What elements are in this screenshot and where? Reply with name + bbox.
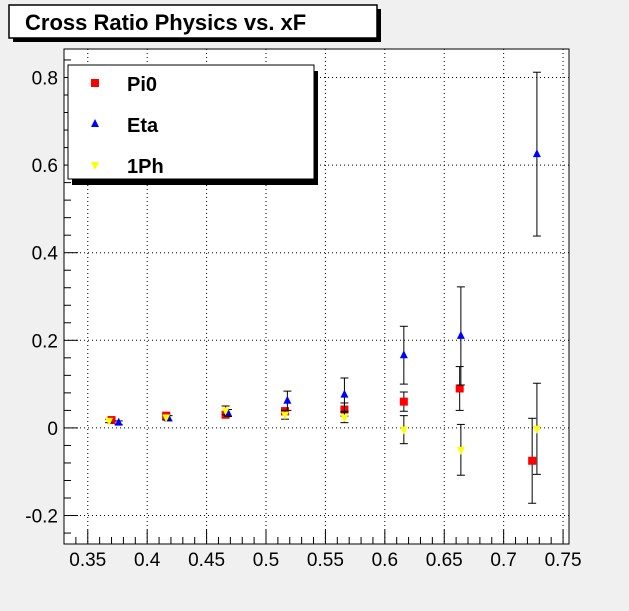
legend-label-1ph: 1Ph — [127, 156, 164, 178]
series-eta — [114, 71, 541, 426]
x-tick-label: 0.7 — [490, 550, 516, 571]
legend-label-eta: Eta — [127, 115, 159, 137]
data-point — [340, 414, 349, 423]
x-tick-label: 0.75 — [545, 550, 582, 571]
y-tick-label: 0.2 — [32, 331, 58, 352]
grid-layer — [64, 49, 569, 544]
data-point — [532, 149, 541, 158]
x-tick-label: 0.4 — [134, 550, 161, 571]
y-tick-label: 0.6 — [32, 156, 58, 177]
data-layer — [105, 71, 541, 504]
x-tick-label: 0.45 — [188, 550, 225, 571]
axis-layer: 0.35 0.4 0.45 0.5 0.55 0.6 0.65 0.7 0.75 -0.2 0 0.2… — [25, 59, 582, 571]
x-tick-label: 0.5 — [253, 550, 279, 571]
data-point — [114, 417, 123, 426]
data-point — [455, 384, 464, 393]
data-point — [532, 425, 541, 434]
x-tick-label: 0.55 — [307, 550, 344, 571]
legend-marker-pi0 — [91, 79, 99, 87]
y-tick-label: 0 — [47, 419, 58, 440]
chart-title: Cross Ratio Physics vs. xF — [25, 10, 306, 35]
y-tick-label: -0.2 — [25, 507, 58, 528]
x-tick-label: 0.35 — [69, 550, 106, 571]
legend-marker-eta — [91, 119, 99, 127]
data-point — [399, 397, 408, 406]
data-point — [105, 417, 114, 426]
data-point — [281, 411, 290, 420]
data-point — [399, 426, 408, 435]
title-box: Cross Ratio Physics vs. xF — [8, 4, 381, 42]
legend-box — [67, 64, 315, 180]
y-tick-label: 0.8 — [32, 68, 58, 89]
data-point — [456, 446, 465, 455]
legend-label-pi0: Pi0 — [127, 74, 157, 96]
data-point — [399, 350, 408, 359]
series-1ph — [105, 382, 541, 476]
data-point — [456, 330, 465, 339]
data-point — [221, 407, 230, 416]
legend: Pi0 Eta 1Ph — [67, 64, 318, 185]
data-point — [283, 395, 292, 404]
data-point — [162, 414, 171, 423]
x-tick-label: 0.6 — [372, 550, 398, 571]
legend-marker-1ph — [91, 162, 99, 170]
y-tick-label: 0.4 — [32, 244, 59, 265]
legend-entries: Pi0 Eta 1Ph — [91, 74, 164, 178]
data-point — [528, 456, 537, 465]
x-tick-label: 0.65 — [426, 550, 463, 571]
data-point — [340, 389, 349, 398]
title-frame — [8, 4, 378, 39]
